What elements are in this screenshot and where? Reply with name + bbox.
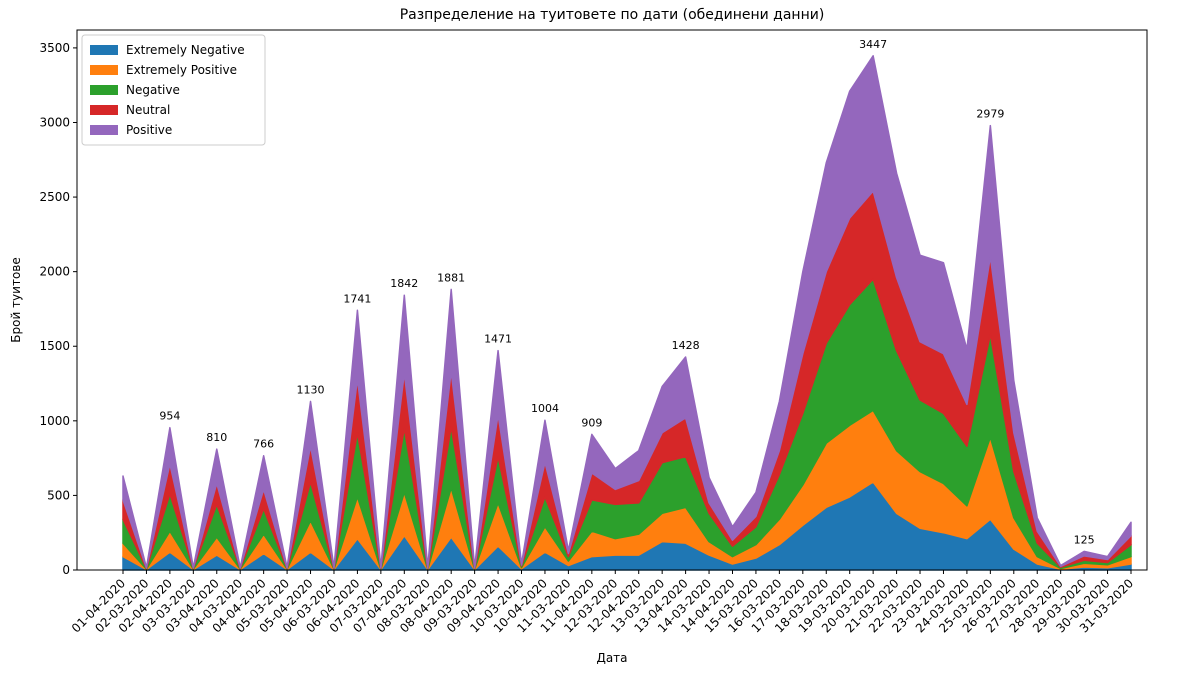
annotation: 1130 — [297, 383, 325, 396]
legend-swatch — [90, 125, 118, 135]
y-tick-label: 2500 — [39, 190, 70, 204]
legend-label: Negative — [126, 83, 180, 97]
plot-frame — [76, 29, 1148, 571]
legend-label: Positive — [126, 123, 172, 137]
x-axis-label: Дата — [596, 651, 627, 665]
annotation: 1004 — [531, 402, 559, 415]
y-tick-label: 3500 — [39, 41, 70, 55]
annotation: 766 — [253, 438, 274, 451]
legend-swatch — [90, 85, 118, 95]
legend-swatch — [90, 45, 118, 55]
annotation: 810 — [206, 431, 227, 444]
area — [122, 55, 1132, 569]
legend-swatch — [90, 105, 118, 115]
annotation: 1881 — [437, 271, 465, 284]
annotation: 3447 — [859, 38, 887, 51]
legend-swatch — [90, 65, 118, 75]
y-tick-label: 1500 — [39, 339, 70, 353]
annotation: 2979 — [976, 108, 1004, 121]
y-tick-label: 500 — [47, 488, 70, 502]
y-tick-label: 2000 — [39, 265, 70, 279]
annotation: 1428 — [672, 339, 700, 352]
annotation: 954 — [159, 410, 180, 423]
legend-label: Extremely Positive — [126, 63, 237, 77]
annotation: 1471 — [484, 333, 512, 346]
annotation: 125 — [1074, 533, 1095, 546]
annotation: 1741 — [343, 292, 371, 305]
annotation: 909 — [581, 416, 602, 429]
y-tick-label: 0 — [62, 563, 70, 577]
legend-box — [81, 34, 266, 146]
legend-label: Neutral — [126, 103, 170, 117]
y-axis-label: Брой туитове — [9, 257, 23, 342]
y-tick-label: 3000 — [39, 115, 70, 129]
y-tick-label: 1000 — [39, 414, 70, 428]
legend-label: Extremely Negative — [126, 43, 245, 57]
chart-title: Разпределение на туитовете по дати (обед… — [400, 7, 825, 23]
annotation: 1842 — [390, 277, 418, 290]
